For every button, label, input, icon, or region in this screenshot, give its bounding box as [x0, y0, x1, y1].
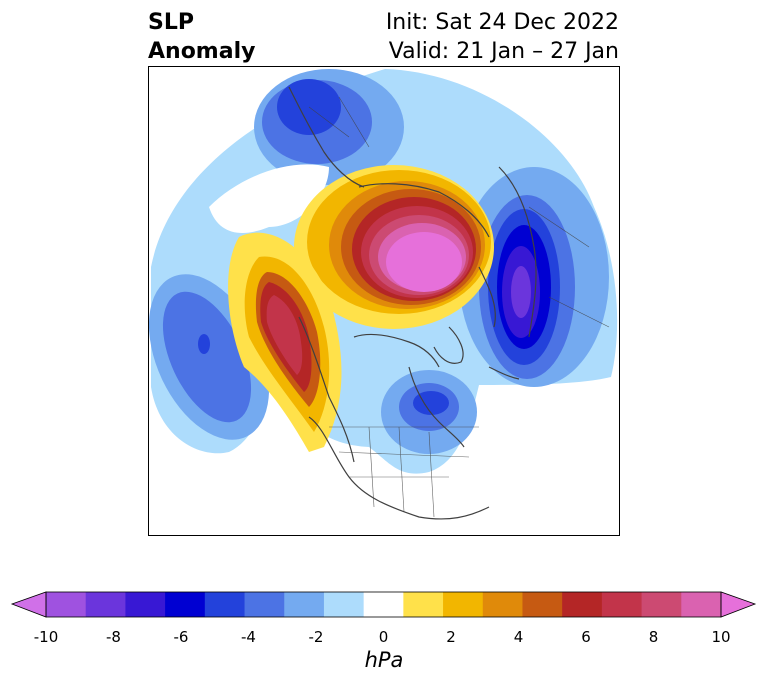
colorbar-tick-label: -2 [308, 628, 324, 646]
valid-range-label: Valid: 21 Jan – 27 Jan [388, 39, 619, 64]
colorbar-segment [46, 592, 87, 617]
init-date-label: Init: Sat 24 Dec 2022 [385, 10, 619, 35]
colorbar-segment [165, 592, 206, 617]
map-title-left: SLP Anomaly [148, 8, 255, 66]
colorbar-tick-label: 4 [513, 628, 524, 646]
colorbar-tick-label: 0 [378, 628, 389, 646]
colorbar-tick-label: 10 [711, 628, 731, 646]
title-variable: SLP [148, 10, 194, 35]
colorbar-segment [522, 592, 563, 617]
colorbar-unit: hPa [364, 648, 404, 672]
colorbar-tick-label: -8 [106, 628, 121, 646]
colorbar-segment [125, 592, 166, 617]
anomaly-map [148, 66, 620, 536]
title-type: Anomaly [148, 39, 256, 64]
colorbar-tick-label: -4 [241, 628, 256, 646]
colorbar-tick-label: -10 [33, 628, 59, 646]
colorbar-segment [85, 592, 126, 617]
colorbar-segment [244, 592, 285, 617]
colorbar [10, 591, 757, 618]
colorbar-segment [562, 592, 603, 617]
map-canvas [149, 69, 618, 520]
colorbar-segment [443, 592, 484, 617]
colorbar-high-extend [720, 591, 757, 618]
colorbar-segment [482, 592, 523, 617]
colorbar-segment [323, 592, 365, 617]
colorbar-tick-label: 8 [648, 628, 659, 646]
colorbar-segment [601, 592, 643, 617]
colorbar-segment [204, 592, 246, 617]
colorbar-low-extend [10, 591, 47, 618]
political-borders [308, 96, 610, 518]
near-zero-region [209, 164, 329, 233]
colorbar-segment [681, 592, 722, 617]
colorbar-tick-label: 2 [446, 628, 456, 646]
colorbar-segment [641, 592, 682, 617]
coastlines [288, 86, 537, 520]
map-title-right: Init: Sat 24 Dec 2022 Valid: 21 Jan – 27… [386, 8, 619, 66]
colorbar-tick-label: 6 [581, 628, 591, 646]
colorbar-segment [363, 592, 404, 617]
positive-anomaly-shading [228, 165, 494, 452]
colorbar-segment [403, 592, 444, 617]
colorbar-segment [284, 592, 325, 617]
colorbar-tick-label: -6 [173, 628, 189, 646]
